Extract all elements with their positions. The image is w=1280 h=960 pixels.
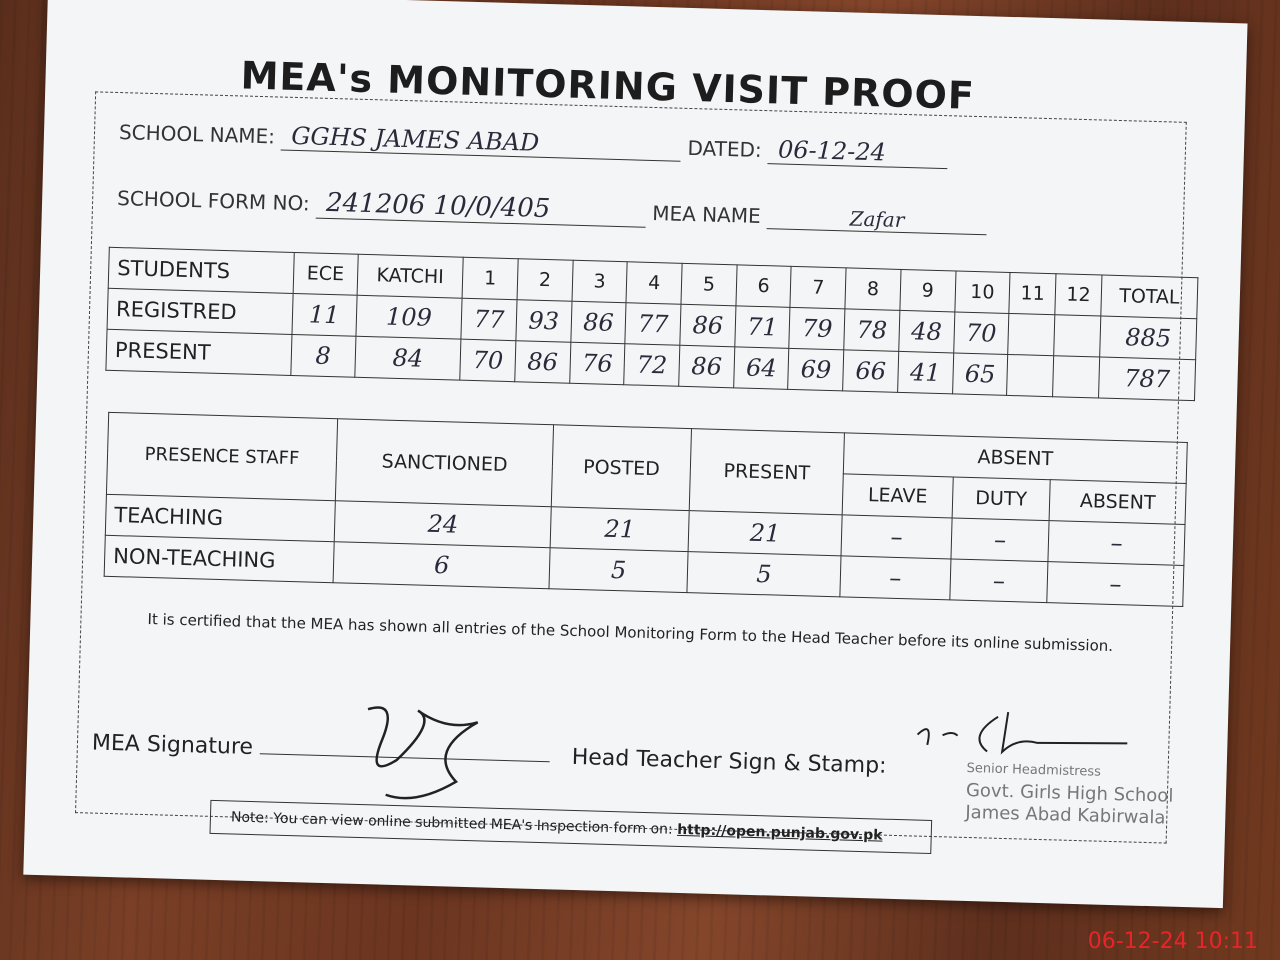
mea-signature-label: MEA Signature [91, 730, 254, 761]
dated-value: 06-12-24 [767, 135, 949, 170]
grade-header: 8 [845, 267, 901, 311]
staff-count-cell: – [1048, 520, 1186, 566]
staff-count-cell: 24 [334, 500, 552, 548]
staff-row-label: NON-TEACHING [104, 535, 335, 583]
form-paper: MEA's MONITORING VISIT PROOF SCHOOL NAME… [23, 0, 1248, 909]
duty-header: DUTY [951, 476, 1051, 521]
student-count-cell: 70 [460, 339, 516, 382]
note-text: Note: You can view online submitted MEA'… [230, 809, 673, 838]
student-count-cell: 70 [953, 311, 1010, 355]
presence-staff-header: PRESENCE STAFF [106, 412, 338, 501]
student-count-cell: 78 [843, 308, 900, 352]
dated-label: DATED: [687, 135, 763, 162]
student-count-cell: 71 [734, 305, 791, 349]
staff-count-cell: – [1047, 561, 1184, 607]
staff-count-cell: 5 [549, 547, 688, 593]
photo-timestamp: 06-12-24 10:11 [1087, 929, 1258, 954]
student-count-cell: 86 [570, 301, 627, 344]
head-teacher-signature-scribble [916, 711, 1128, 755]
staff-count-cell: – [841, 514, 952, 559]
student-count-cell: 109 [355, 295, 463, 340]
student-count-cell: 86 [678, 345, 735, 388]
student-count-cell: 65 [952, 352, 1008, 396]
leave-header: LEAVE [842, 473, 954, 518]
student-count-cell: 86 [679, 304, 736, 347]
student-count-cell [1007, 313, 1056, 356]
grade-header: 10 [954, 270, 1011, 314]
grade-header: 1 [462, 257, 519, 300]
grade-header: 7 [790, 266, 847, 309]
note-link[interactable]: http://open.punjab.gov.pk [676, 821, 883, 844]
posted-header: POSTED [551, 424, 692, 511]
student-count-cell: 69 [788, 348, 844, 391]
student-count-cell: 48 [898, 310, 955, 353]
student-count-cell: 11 [291, 293, 357, 337]
mea-name-label: MEA NAME [651, 200, 762, 228]
student-count-cell: 787 [1098, 357, 1196, 401]
staff-row-label: TEACHING [105, 494, 336, 542]
student-count-cell: 86 [514, 340, 571, 384]
students-header: STUDENTS [108, 247, 294, 294]
student-count-cell [1052, 355, 1100, 398]
staff-count-cell: – [950, 517, 1050, 562]
student-count-cell: 66 [842, 349, 899, 393]
form-no-label: SCHOOL FORM NO: [116, 186, 311, 216]
grade-header: 6 [735, 264, 792, 308]
staff-count-cell: – [949, 558, 1049, 603]
student-count-cell: 885 [1099, 316, 1197, 360]
school-name-label: SCHOOL NAME: [118, 120, 276, 149]
grade-header: ECE [292, 252, 358, 296]
student-count-cell: 79 [789, 307, 846, 350]
student-count-cell: 77 [461, 298, 518, 341]
row-label: PRESENT [105, 329, 292, 376]
grade-header: 9 [899, 269, 956, 312]
grade-header: 2 [517, 258, 573, 302]
student-count-cell: 84 [354, 336, 462, 381]
student-count-cell: 64 [733, 346, 790, 390]
student-count-cell [1053, 314, 1101, 358]
student-count-cell: 41 [897, 351, 954, 394]
grade-header: 11 [1009, 272, 1057, 315]
absent-sub-header: ABSENT [1049, 479, 1187, 525]
grade-header: 12 [1055, 273, 1103, 317]
row-label: REGISTRED [107, 288, 293, 335]
student-count-cell [1006, 354, 1054, 397]
staff-table: PRESENCE STAFF SANCTIONED POSTED PRESENT… [104, 412, 1188, 607]
student-count-cell: 72 [624, 343, 680, 387]
grade-header: 5 [681, 263, 737, 306]
student-count-cell: 93 [515, 299, 572, 343]
grade-header: KATCHI [356, 254, 464, 299]
grade-header: TOTAL [1100, 275, 1198, 319]
student-count-cell: 76 [569, 342, 626, 385]
mea-signature-scribble [367, 706, 479, 800]
staff-count-cell: 21 [687, 510, 843, 556]
grade-header: 4 [626, 261, 683, 305]
staff-count-cell: – [840, 555, 951, 600]
grade-header: 3 [571, 260, 628, 303]
staff-count-cell: 6 [333, 541, 551, 589]
present-header: PRESENT [689, 428, 845, 515]
student-count-cell: 77 [625, 302, 682, 346]
school-stamp: Senior Headmistress Govt. Girls High Sch… [965, 758, 1174, 830]
sanctioned-header: SANCTIONED [335, 418, 554, 507]
staff-count-cell: 5 [686, 551, 842, 597]
staff-count-cell: 21 [550, 506, 690, 552]
mea-name-value: Zafar [766, 204, 988, 236]
student-count-cell: 8 [290, 334, 356, 378]
